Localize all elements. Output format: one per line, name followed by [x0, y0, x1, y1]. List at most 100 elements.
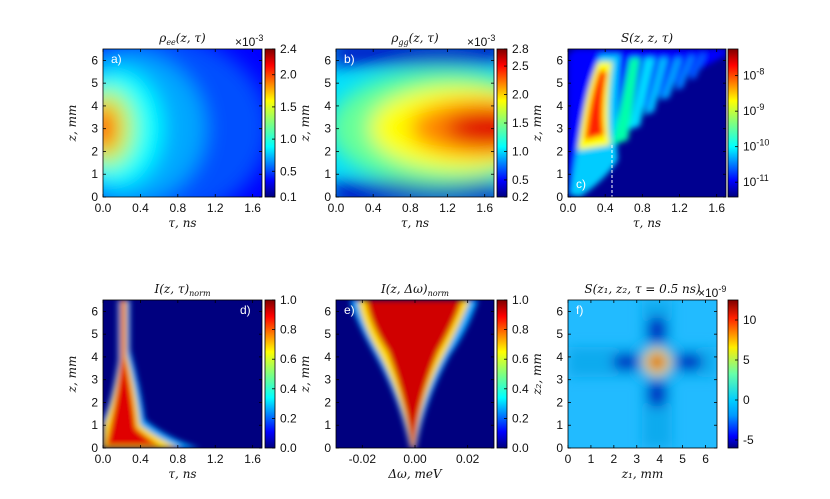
ylabel-e: z, mm: [298, 356, 312, 394]
ytick-label: 4: [324, 350, 331, 364]
colorbar-frame-c: [727, 48, 739, 198]
colorbar-tick-label: 0.2: [512, 190, 529, 204]
xtick-label: 4: [656, 452, 663, 466]
plot-frame-b: [335, 48, 495, 198]
xtick-label: 1.6: [244, 452, 261, 466]
colorbar-tick-label: 10: [743, 313, 757, 327]
xtick-label: 0.0: [95, 201, 112, 215]
colorbar-tick-label: 1.5: [512, 116, 529, 130]
panel-label-f: f): [576, 303, 583, 317]
colorbar-tick-label: 2.0: [280, 68, 297, 82]
panel-label-a: a): [111, 52, 122, 66]
ytick-label: 3: [556, 122, 563, 136]
ytick-label: 0: [91, 441, 98, 455]
ytick-label: 4: [556, 99, 563, 113]
colorbar-tick-label: 0.4: [280, 382, 297, 396]
ytick-label: 6: [324, 304, 331, 318]
panel-label-c: c): [576, 177, 586, 191]
colorbar-frame-a: [264, 48, 276, 198]
colorbar-tick-label: 0.8: [280, 323, 297, 337]
xtick-label: 0.8: [169, 452, 186, 466]
xtick-label: 1: [588, 452, 595, 466]
colorbar-tick-label: 10-8: [743, 67, 764, 83]
ytick-label: 0: [324, 441, 331, 455]
colorbar-c-gradient: [728, 49, 738, 197]
colorbar-tick-label: 2.5: [512, 59, 529, 73]
xtick-label: 0.8: [169, 201, 186, 215]
ytick-label: 1: [324, 418, 331, 432]
ytick-label: 2: [556, 395, 563, 409]
xtick-label: 0.0: [95, 452, 112, 466]
heatmap-c: [568, 49, 726, 197]
xlabel-f: z₁, mm: [621, 467, 664, 481]
colorbar-tick-label: 0.2: [280, 411, 297, 425]
colorbar-tick-label: 2.0: [512, 88, 529, 102]
colorbar-tick-label: -5: [743, 433, 754, 447]
ytick-label: 4: [91, 350, 98, 364]
colorbar-tick-label: 1.0: [512, 293, 529, 307]
colorbar-tick-label: 1.0: [280, 132, 297, 146]
panel-label-e: e): [344, 303, 355, 317]
ytick-label: 5: [324, 327, 331, 341]
title-d: I(z, τ)norm: [153, 282, 210, 298]
title-a: ρee(z, τ): [158, 31, 206, 47]
heatmap-b: [336, 49, 494, 197]
xtick-label: 0.4: [365, 201, 382, 215]
xtick-label: 6: [702, 452, 709, 466]
plot-frame-c: [567, 48, 727, 198]
xtick-label: 1.2: [207, 201, 224, 215]
colorbar-tick-label: 10-10: [743, 138, 769, 154]
ytick-label: 4: [91, 99, 98, 113]
ytick-label: 2: [91, 395, 98, 409]
xlabel-c: τ, ns: [633, 216, 661, 230]
colorbar-frame-e: [496, 299, 508, 449]
colorbar-tick-label: 0.6: [512, 352, 529, 366]
colorbar-tick-label: 0.6: [280, 352, 297, 366]
colorbar-tick-label: 1.0: [512, 144, 529, 158]
colorbar-multiplier-f: ×10-9: [698, 284, 726, 300]
ylabel-b: z, mm: [298, 105, 312, 143]
ytick-label: 2: [556, 144, 563, 158]
xtick-label: 0.02: [456, 452, 480, 466]
xtick-label: 5: [679, 452, 686, 466]
xtick-label: 0.00: [403, 452, 427, 466]
colorbar-tick-label: 5: [743, 353, 750, 367]
xtick-label: 0.8: [634, 201, 651, 215]
ytick-label: 0: [91, 190, 98, 204]
xtick-label: 0.0: [328, 201, 345, 215]
xtick-label: 0: [565, 452, 572, 466]
ylabel-a: z, mm: [65, 105, 79, 143]
xtick-label: 1.2: [671, 201, 688, 215]
ytick-label: 5: [91, 327, 98, 341]
ytick-label: 0: [324, 190, 331, 204]
plot-frame-a: [102, 48, 263, 198]
title-b: ρgg(z, τ): [390, 31, 439, 47]
colorbar-frame-f: [727, 299, 739, 449]
ytick-label: 1: [91, 167, 98, 181]
title-e: I(z, Δω)norm: [380, 282, 449, 298]
heatmap-a: [103, 49, 262, 197]
xtick-label: 0.0: [560, 201, 577, 215]
xtick-label: 1.2: [439, 201, 456, 215]
colorbar-e-gradient: [497, 300, 507, 448]
xtick-label: 0.8: [402, 201, 419, 215]
ytick-label: 1: [91, 418, 98, 432]
title-f: S(z₁, z₂, τ = 0.5 ns): [584, 282, 701, 296]
ytick-label: 6: [91, 304, 98, 318]
ytick-label: 1: [556, 167, 563, 181]
xtick-label: 0.4: [597, 201, 614, 215]
ytick-label: 5: [556, 327, 563, 341]
xlabel-b: τ, ns: [401, 216, 429, 230]
colorbar-tick-label: 2.8: [512, 42, 529, 56]
colorbar-multiplier-a: ×10-3: [235, 33, 263, 49]
colorbar-frame-d: [264, 299, 276, 449]
ytick-label: 6: [556, 304, 563, 318]
ytick-label: 0: [556, 190, 563, 204]
ytick-label: 6: [324, 53, 331, 67]
ytick-label: 4: [556, 350, 563, 364]
colorbar-tick-label: 1.0: [280, 293, 297, 307]
panel-label-b: b): [344, 52, 355, 66]
ytick-label: 6: [91, 53, 98, 67]
heatmap-e: [336, 300, 494, 448]
